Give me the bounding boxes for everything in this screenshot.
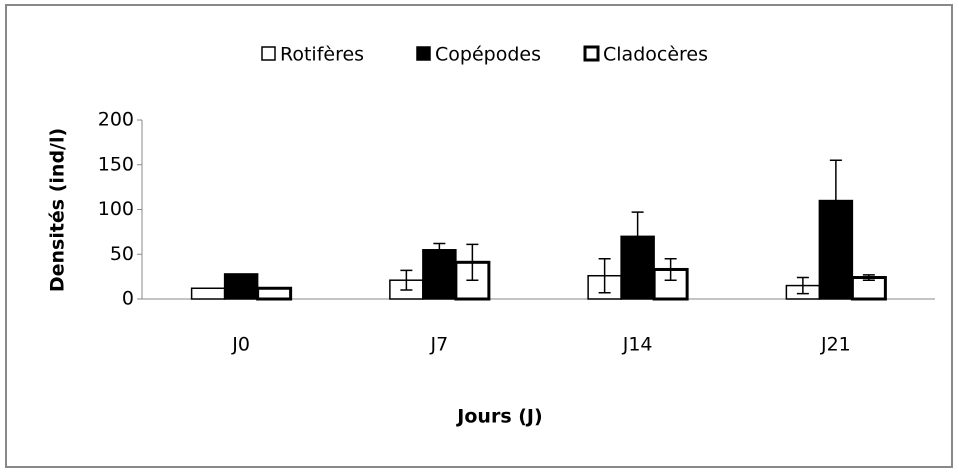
error-bar (400, 269, 413, 291)
y-tick-label: 200 (98, 109, 134, 131)
error-bar (433, 242, 446, 257)
x-tick-label: J14 (622, 334, 653, 356)
bar (422, 249, 457, 300)
legend-label: Copépodes (435, 44, 541, 66)
legend-swatch (416, 46, 431, 61)
x-tick-label: J0 (231, 334, 250, 356)
error-bar (829, 159, 842, 242)
y-tick-label: 50 (110, 243, 134, 265)
chart-frame (5, 4, 953, 468)
x-tick-label: J21 (820, 334, 851, 356)
y-tick-label: 100 (98, 198, 134, 220)
legend-swatch (583, 45, 600, 62)
x-axis-label: Jours (J) (455, 406, 542, 428)
error-bar (631, 211, 644, 262)
y-tick-label: 0 (122, 288, 134, 310)
bar (190, 287, 226, 300)
legend-label: Cladocères (603, 44, 708, 66)
legend-swatch (261, 46, 276, 61)
bar (256, 286, 293, 301)
x-tick-label: J7 (430, 334, 449, 356)
legend-label: Rotifères (280, 44, 364, 66)
y-tick-label: 150 (98, 153, 134, 175)
y-axis-label: Densités (ind/l) (47, 128, 69, 292)
bar (454, 260, 491, 301)
error-bar (466, 243, 479, 281)
bar (223, 273, 259, 300)
error-bar (664, 257, 677, 281)
error-bar (598, 257, 611, 294)
error-bar (862, 274, 875, 281)
error-bar (796, 276, 809, 295)
